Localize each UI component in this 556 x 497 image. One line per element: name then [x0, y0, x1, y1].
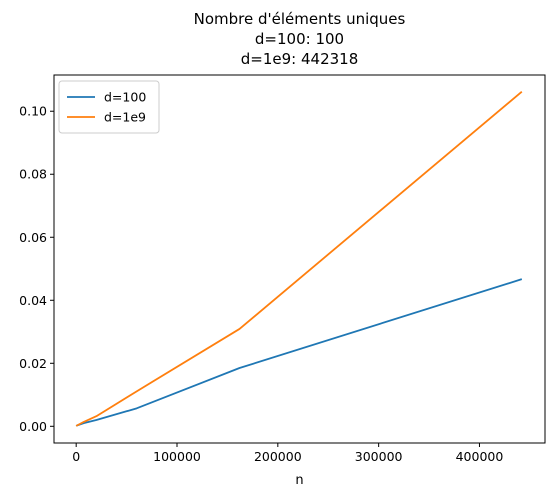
y-tick-label: 0.10	[19, 104, 47, 119]
title-line: d=100: 100	[255, 30, 344, 48]
y-tick-label: 0.06	[19, 230, 47, 245]
x-axis: 0 100000 200000 300000 400000	[72, 443, 503, 464]
legend-label: d=100	[104, 90, 146, 105]
series-line-1	[75, 91, 523, 427]
title-line: d=1e9: 442318	[241, 50, 359, 68]
y-axis: 0.00 0.02 0.04 0.06 0.08 0.10	[19, 104, 54, 434]
x-axis-label: n	[295, 473, 303, 488]
series-layer	[75, 91, 523, 427]
x-tick-label: 0	[72, 449, 80, 464]
x-tick-label: 100000	[153, 449, 201, 464]
legend-label: d=1e9	[104, 110, 146, 125]
legend-box	[58, 80, 160, 134]
series-line-0	[75, 278, 523, 427]
y-tick-label: 0.00	[19, 419, 47, 434]
title-line: Nombre d'éléments uniques	[194, 10, 406, 28]
plot-area	[53, 74, 546, 444]
y-tick-label: 0.08	[19, 167, 47, 182]
x-tick-label: 200000	[254, 449, 302, 464]
y-tick-label: 0.04	[19, 293, 47, 308]
x-tick-label: 300000	[355, 449, 403, 464]
legend: d=100 d=1e9	[58, 80, 160, 134]
y-tick-label: 0.02	[19, 356, 47, 371]
x-tick-label: 400000	[456, 449, 504, 464]
chart-title: Nombre d'éléments uniques d=100: 100 d=1e9…	[194, 10, 406, 68]
